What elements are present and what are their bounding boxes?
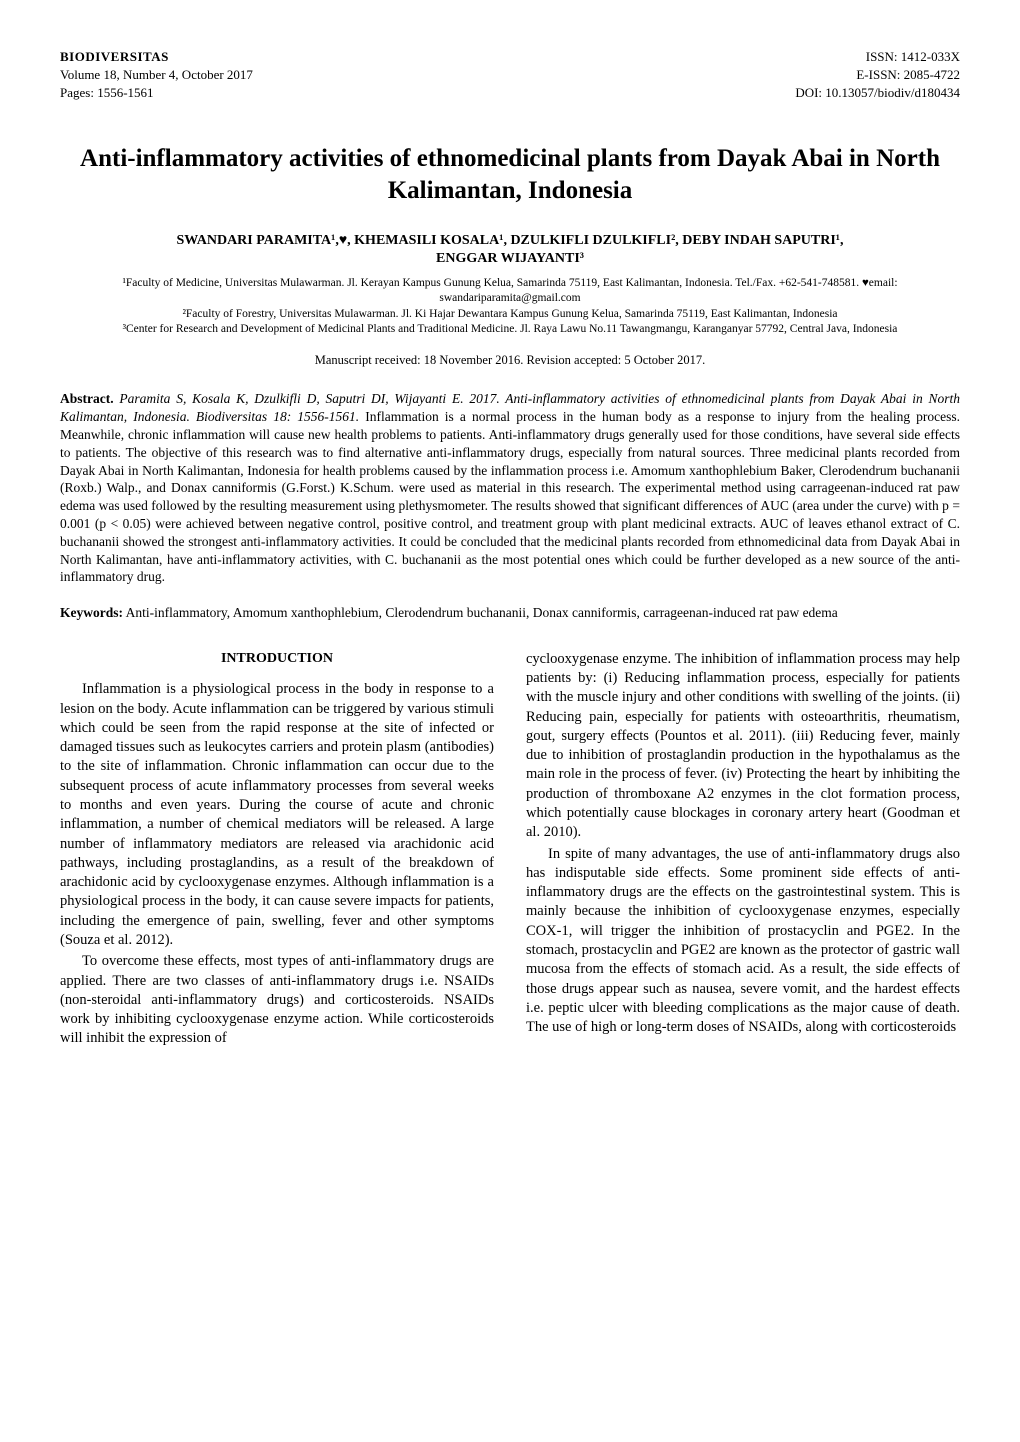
body-columns: INTRODUCTION Inflammation is a physiolog… [60,650,960,1051]
section-heading-introduction: INTRODUCTION [60,650,494,669]
pages-line: Pages: 1556-1561 [60,84,253,102]
keywords-text: Anti-inflammatory, Amomum xanthophlebium… [126,605,838,620]
authors-line-1: SWANDARI PARAMITA¹,♥, KHEMASILI KOSALA¹,… [60,232,960,250]
intro-paragraph-1: Inflammation is a physiological process … [60,680,494,950]
abstract-body: Inflammation is a normal process in the … [60,409,960,584]
manuscript-dates: Manuscript received: 18 November 2016. R… [60,352,960,368]
keywords-label: Keywords: [60,605,123,620]
issn-line: ISSN: 1412-033X [795,48,960,66]
abstract-block: Abstract. Paramita S, Kosala K, Dzulkifl… [60,390,960,586]
affiliations-block: ¹Faculty of Medicine, Universitas Mulawa… [60,276,960,338]
header-left: BIODIVERSITAS Volume 18, Number 4, Octob… [60,48,253,103]
keywords-block: Keywords: Anti-inflammatory, Amomum xant… [60,604,960,622]
paper-title: Anti-inflammatory activities of ethnomed… [60,143,960,208]
affiliation-2: ²Faculty of Forestry, Universitas Mulawa… [60,307,960,323]
eissn-line: E-ISSN: 2085-4722 [795,66,960,84]
abstract-label: Abstract. [60,391,114,406]
affiliation-3: ³Center for Research and Development of … [60,322,960,338]
authors-block: SWANDARI PARAMITA¹,♥, KHEMASILI KOSALA¹,… [60,232,960,268]
affiliation-1: ¹Faculty of Medicine, Universitas Mulawa… [60,276,960,307]
column-left: INTRODUCTION Inflammation is a physiolog… [60,650,494,1051]
header-right: ISSN: 1412-033X E-ISSN: 2085-4722 DOI: 1… [795,48,960,103]
volume-line: Volume 18, Number 4, October 2017 [60,66,253,84]
journal-name: BIODIVERSITAS [60,48,253,66]
intro-paragraph-2-cont: cyclooxygenase enzyme. The inhibition of… [526,650,960,843]
intro-paragraph-3: In spite of many advantages, the use of … [526,845,960,1038]
intro-paragraph-2: To overcome these effects, most types of… [60,952,494,1048]
authors-line-2: ENGGAR WIJAYANTI³ [60,250,960,268]
column-right: cyclooxygenase enzyme. The inhibition of… [526,650,960,1051]
journal-header: BIODIVERSITAS Volume 18, Number 4, Octob… [60,48,960,103]
doi-line: DOI: 10.13057/biodiv/d180434 [795,84,960,102]
